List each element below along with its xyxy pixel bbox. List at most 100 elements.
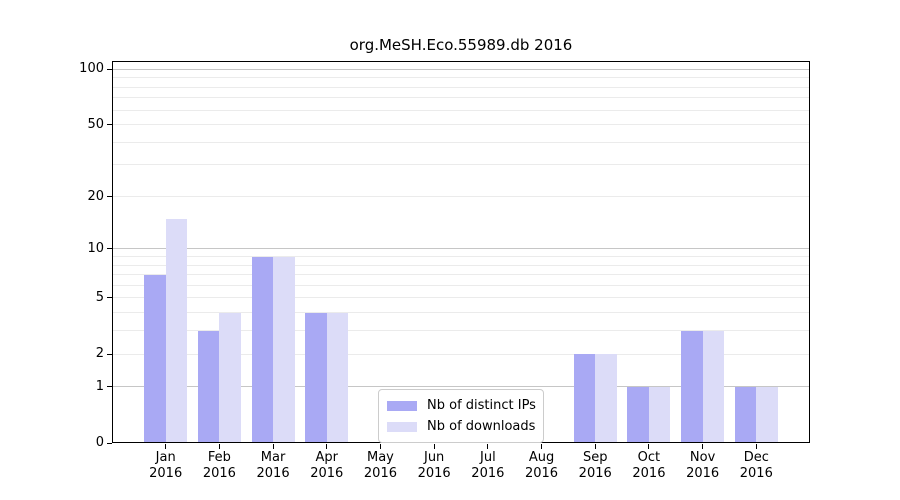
x-tick-month: Oct [637,450,661,465]
gridline-minor [112,77,810,79]
x-tick-year: 2016 [524,466,559,481]
x-tick-label: Sep 2016 [567,450,623,482]
y-tick-label: 5 [95,289,104,305]
x-tick-label: Nov 2016 [675,450,731,482]
gridline-minor [112,264,810,266]
bar-downloads [273,256,295,443]
gridline-major [112,68,810,70]
x-tick-month: Jun [423,450,445,465]
gridline-minor [112,141,810,143]
x-tick-label: Jan 2016 [138,450,194,482]
x-tick-month: Feb [207,450,231,465]
bar-distinct-ips [197,330,220,443]
bar-downloads [595,354,617,443]
x-tick-year: 2016 [417,466,451,481]
x-axis-tick [326,444,328,449]
x-tick-year: 2016 [202,466,236,481]
y-tick-label: 100 [79,61,104,77]
y-axis-tick [107,386,112,388]
legend-entry: Nb of distinct IPs [387,395,536,416]
bar-downloads [756,386,778,443]
x-axis-tick [648,444,650,449]
gridline-minor [112,86,810,88]
y-axis-tick [107,196,112,198]
legend-swatch [387,421,417,432]
bar-downloads [165,218,188,443]
gridline-minor [112,97,810,99]
x-tick-year: 2016 [739,466,773,481]
x-tick-label: Apr 2016 [299,450,355,482]
x-tick-month: Apr [315,450,339,465]
gridline-minor [112,297,810,299]
bar-distinct-ips [734,386,757,443]
bar-distinct-ips [573,354,596,443]
x-tick-label: Mar 2016 [245,450,301,482]
x-tick-label: May 2016 [352,450,408,482]
legend-entry: Nb of downloads [387,416,535,437]
y-axis-tick [107,248,112,250]
x-tick-month: Jan [155,450,176,465]
legend-label: Nb of downloads [427,419,536,434]
x-tick-year: 2016 [578,466,612,481]
x-tick-label: Jun 2016 [406,450,462,482]
gridline-minor [112,284,810,286]
gridline-minor [112,124,810,126]
x-tick-year: 2016 [632,466,666,481]
x-axis-tick [702,444,704,449]
gridline-major [112,248,810,250]
x-axis-tick [487,444,489,449]
x-axis-tick [541,444,543,449]
x-tick-label: Aug 2016 [514,450,570,482]
x-axis-tick [379,444,381,449]
x-tick-label: Jul 2016 [460,450,516,482]
y-tick-label: 50 [87,116,104,132]
y-axis-tick [107,124,112,126]
y-tick-label: 10 [87,240,104,256]
gridline-minor [112,164,810,166]
x-tick-month: May [367,450,394,465]
y-axis-tick [107,353,112,355]
y-axis-tick [107,297,112,299]
x-axis-tick [433,444,435,449]
x-tick-month: Dec [743,450,769,465]
y-tick-label: 2 [95,346,104,362]
x-axis-tick [755,444,757,449]
x-tick-label: Dec 2016 [728,450,784,482]
x-tick-year: 2016 [149,466,183,481]
x-tick-label: Feb 2016 [191,450,247,482]
bar-distinct-ips [627,386,649,443]
y-axis-tick [107,442,112,444]
x-axis-tick [272,444,274,449]
y-tick-label: 0 [95,435,104,450]
bar-distinct-ips [681,330,703,443]
gridline-minor [112,274,810,276]
x-tick-month: Aug [528,450,555,465]
x-tick-year: 2016 [363,466,397,481]
gridline-minor [112,109,810,111]
x-tick-month: Sep [582,450,608,465]
x-axis-tick [165,444,167,449]
y-tick-label: 20 [87,188,104,204]
y-tick-label: 1 [95,378,104,394]
bar-downloads [702,330,725,443]
x-tick-year: 2016 [310,466,344,481]
chart-title: org.MeSH.Eco.55989.db 2016 [349,36,573,54]
legend-swatch [387,400,417,411]
gridline-minor [112,312,810,314]
gridline-minor [112,256,810,258]
x-tick-year: 2016 [686,466,720,481]
x-tick-month: Mar [260,450,286,465]
x-tick-year: 2016 [256,466,290,481]
x-tick-label: Oct 2016 [621,450,677,482]
gridline-minor [112,196,810,198]
x-tick-year: 2016 [471,466,505,481]
bar-distinct-ips [144,274,166,443]
bar-distinct-ips [251,256,274,443]
legend-label: Nb of distinct IPs [427,398,536,413]
x-axis-tick [218,444,220,449]
bar-distinct-ips [305,312,327,443]
x-axis-tick [594,444,596,449]
bar-downloads [326,312,349,443]
legend: Nb of distinct IPs Nb of downloads [378,389,544,443]
